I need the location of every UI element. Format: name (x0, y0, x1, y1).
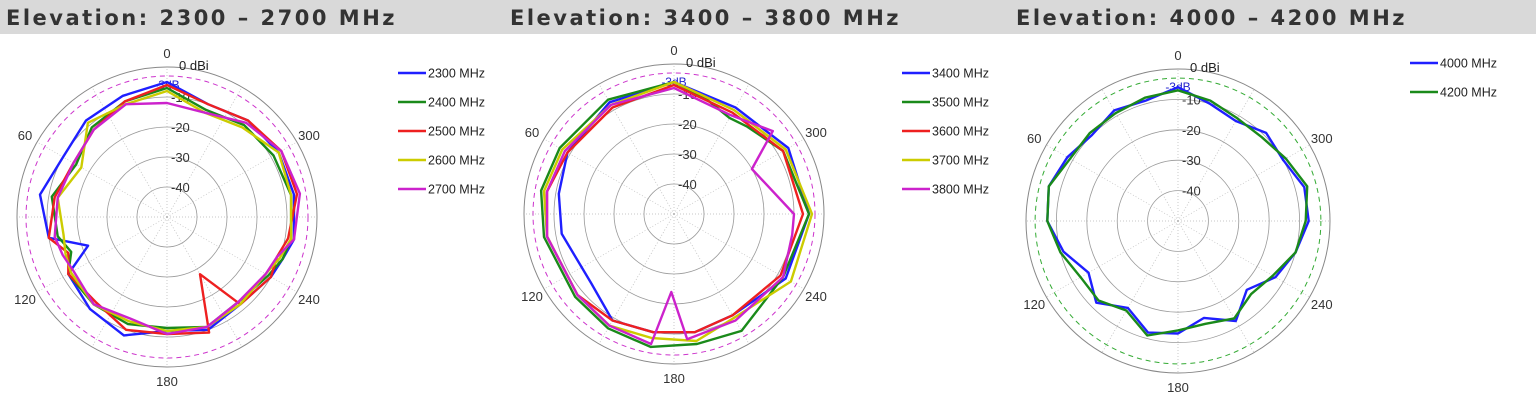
grid-spoke (598, 213, 675, 345)
grid-spoke (1101, 220, 1179, 353)
grid-spoke (673, 213, 805, 290)
legend-label: 2600 MHz (428, 154, 485, 168)
ref-3db-circle (1034, 77, 1322, 365)
angle-tick-label: 180 (1167, 380, 1189, 395)
angle-tick-label: 240 (1311, 297, 1333, 312)
series-trace-2600-mhz (56, 89, 293, 333)
grid-spoke (1177, 89, 1255, 222)
series-trace-2500-mhz (47, 83, 299, 336)
angle-tick-label: 300 (1311, 131, 1333, 146)
outer-ring (16, 66, 318, 368)
grid-spoke (1046, 144, 1179, 222)
grid-spoke (36, 141, 168, 218)
outer-ring (523, 63, 825, 365)
grid-spoke (673, 213, 750, 345)
radial-tick-label: -20 (678, 117, 697, 132)
legend-label: 2700 MHz (428, 183, 485, 197)
legend-label: 2500 MHz (428, 125, 485, 139)
max-gain-label: 0 dBi (179, 58, 209, 73)
legend-label: 3400 MHz (932, 67, 989, 81)
grid-spoke (166, 216, 243, 348)
series-trace-3800-mhz (545, 86, 796, 346)
grid-spoke (543, 213, 675, 290)
grid-ring (1086, 129, 1270, 313)
radial-tick-label: -40 (171, 180, 190, 195)
radial-tick-label: -40 (1182, 184, 1201, 199)
legend-label: 2300 MHz (428, 67, 485, 81)
grid-spoke (598, 83, 675, 215)
legend-label: 4200 MHz (1440, 86, 1497, 100)
angle-tick-label: 60 (18, 128, 32, 143)
angle-tick-label: 300 (805, 125, 827, 140)
grid-spoke (1177, 220, 1310, 298)
grid-spoke (673, 83, 750, 215)
angle-tick-label: 0 (1174, 48, 1181, 63)
max-gain-label: 0 dBi (1190, 60, 1220, 75)
grid-spoke (543, 138, 675, 215)
grid-spoke (91, 216, 168, 348)
grid-spoke (36, 216, 168, 293)
angle-tick-label: 60 (525, 125, 539, 140)
grid-spoke (166, 86, 243, 218)
grid-spoke (1177, 220, 1255, 353)
grid-spoke (91, 86, 168, 218)
series-trace-3600-mhz (545, 83, 805, 334)
outer-ring (1025, 68, 1331, 374)
series-trace-3700-mhz (542, 80, 814, 343)
grid-spoke (1177, 144, 1310, 222)
legend-label: 4000 MHz (1440, 57, 1497, 71)
legend-label: 3700 MHz (932, 154, 989, 168)
legend-label: 3600 MHz (932, 125, 989, 139)
angle-tick-label: 0 (163, 46, 170, 61)
angle-tick-label: 120 (521, 289, 543, 304)
grid-spoke (1101, 89, 1179, 222)
legend-label: 2400 MHz (428, 96, 485, 110)
angle-tick-label: 120 (1023, 297, 1045, 312)
angle-tick-label: 300 (298, 128, 320, 143)
angle-tick-label: 60 (1027, 131, 1041, 146)
grid-spoke (673, 138, 805, 215)
angle-tick-label: 0 (670, 43, 677, 58)
series-trace-3500-mhz (539, 80, 811, 349)
angle-tick-label: 120 (14, 292, 36, 307)
series-trace-4000-mhz (1046, 86, 1310, 335)
legend-label: 3800 MHz (932, 183, 989, 197)
grid-spoke (1046, 220, 1179, 298)
header-bar (0, 0, 1536, 34)
legend-label: 3500 MHz (932, 96, 989, 110)
radial-tick-label: -30 (1182, 153, 1201, 168)
series-trace-4200-mhz (1046, 89, 1309, 337)
series-trace-2700-mhz (53, 101, 302, 336)
radial-tick-label: -30 (678, 147, 697, 162)
radial-tick-label: -20 (171, 120, 190, 135)
grid-ring (1056, 99, 1301, 343)
angle-tick-label: 240 (805, 289, 827, 304)
grid-spoke (166, 141, 298, 218)
max-gain-label: 0 dBi (686, 55, 716, 70)
panel-title-4000-4200: Elevation: 4000 – 4200 MHz (1016, 6, 1407, 30)
panel-title-2300-2700: Elevation: 2300 – 2700 MHz (6, 6, 397, 30)
radial-tick-label: -40 (678, 177, 697, 192)
angle-tick-label: 180 (663, 371, 685, 386)
panel-title-3400-3800: Elevation: 3400 – 3800 MHz (510, 6, 901, 30)
grid-spoke (166, 216, 298, 293)
angle-tick-label: 180 (156, 374, 178, 389)
radial-tick-label: -30 (171, 150, 190, 165)
radial-tick-label: -20 (1182, 123, 1201, 138)
angle-tick-label: 240 (298, 292, 320, 307)
